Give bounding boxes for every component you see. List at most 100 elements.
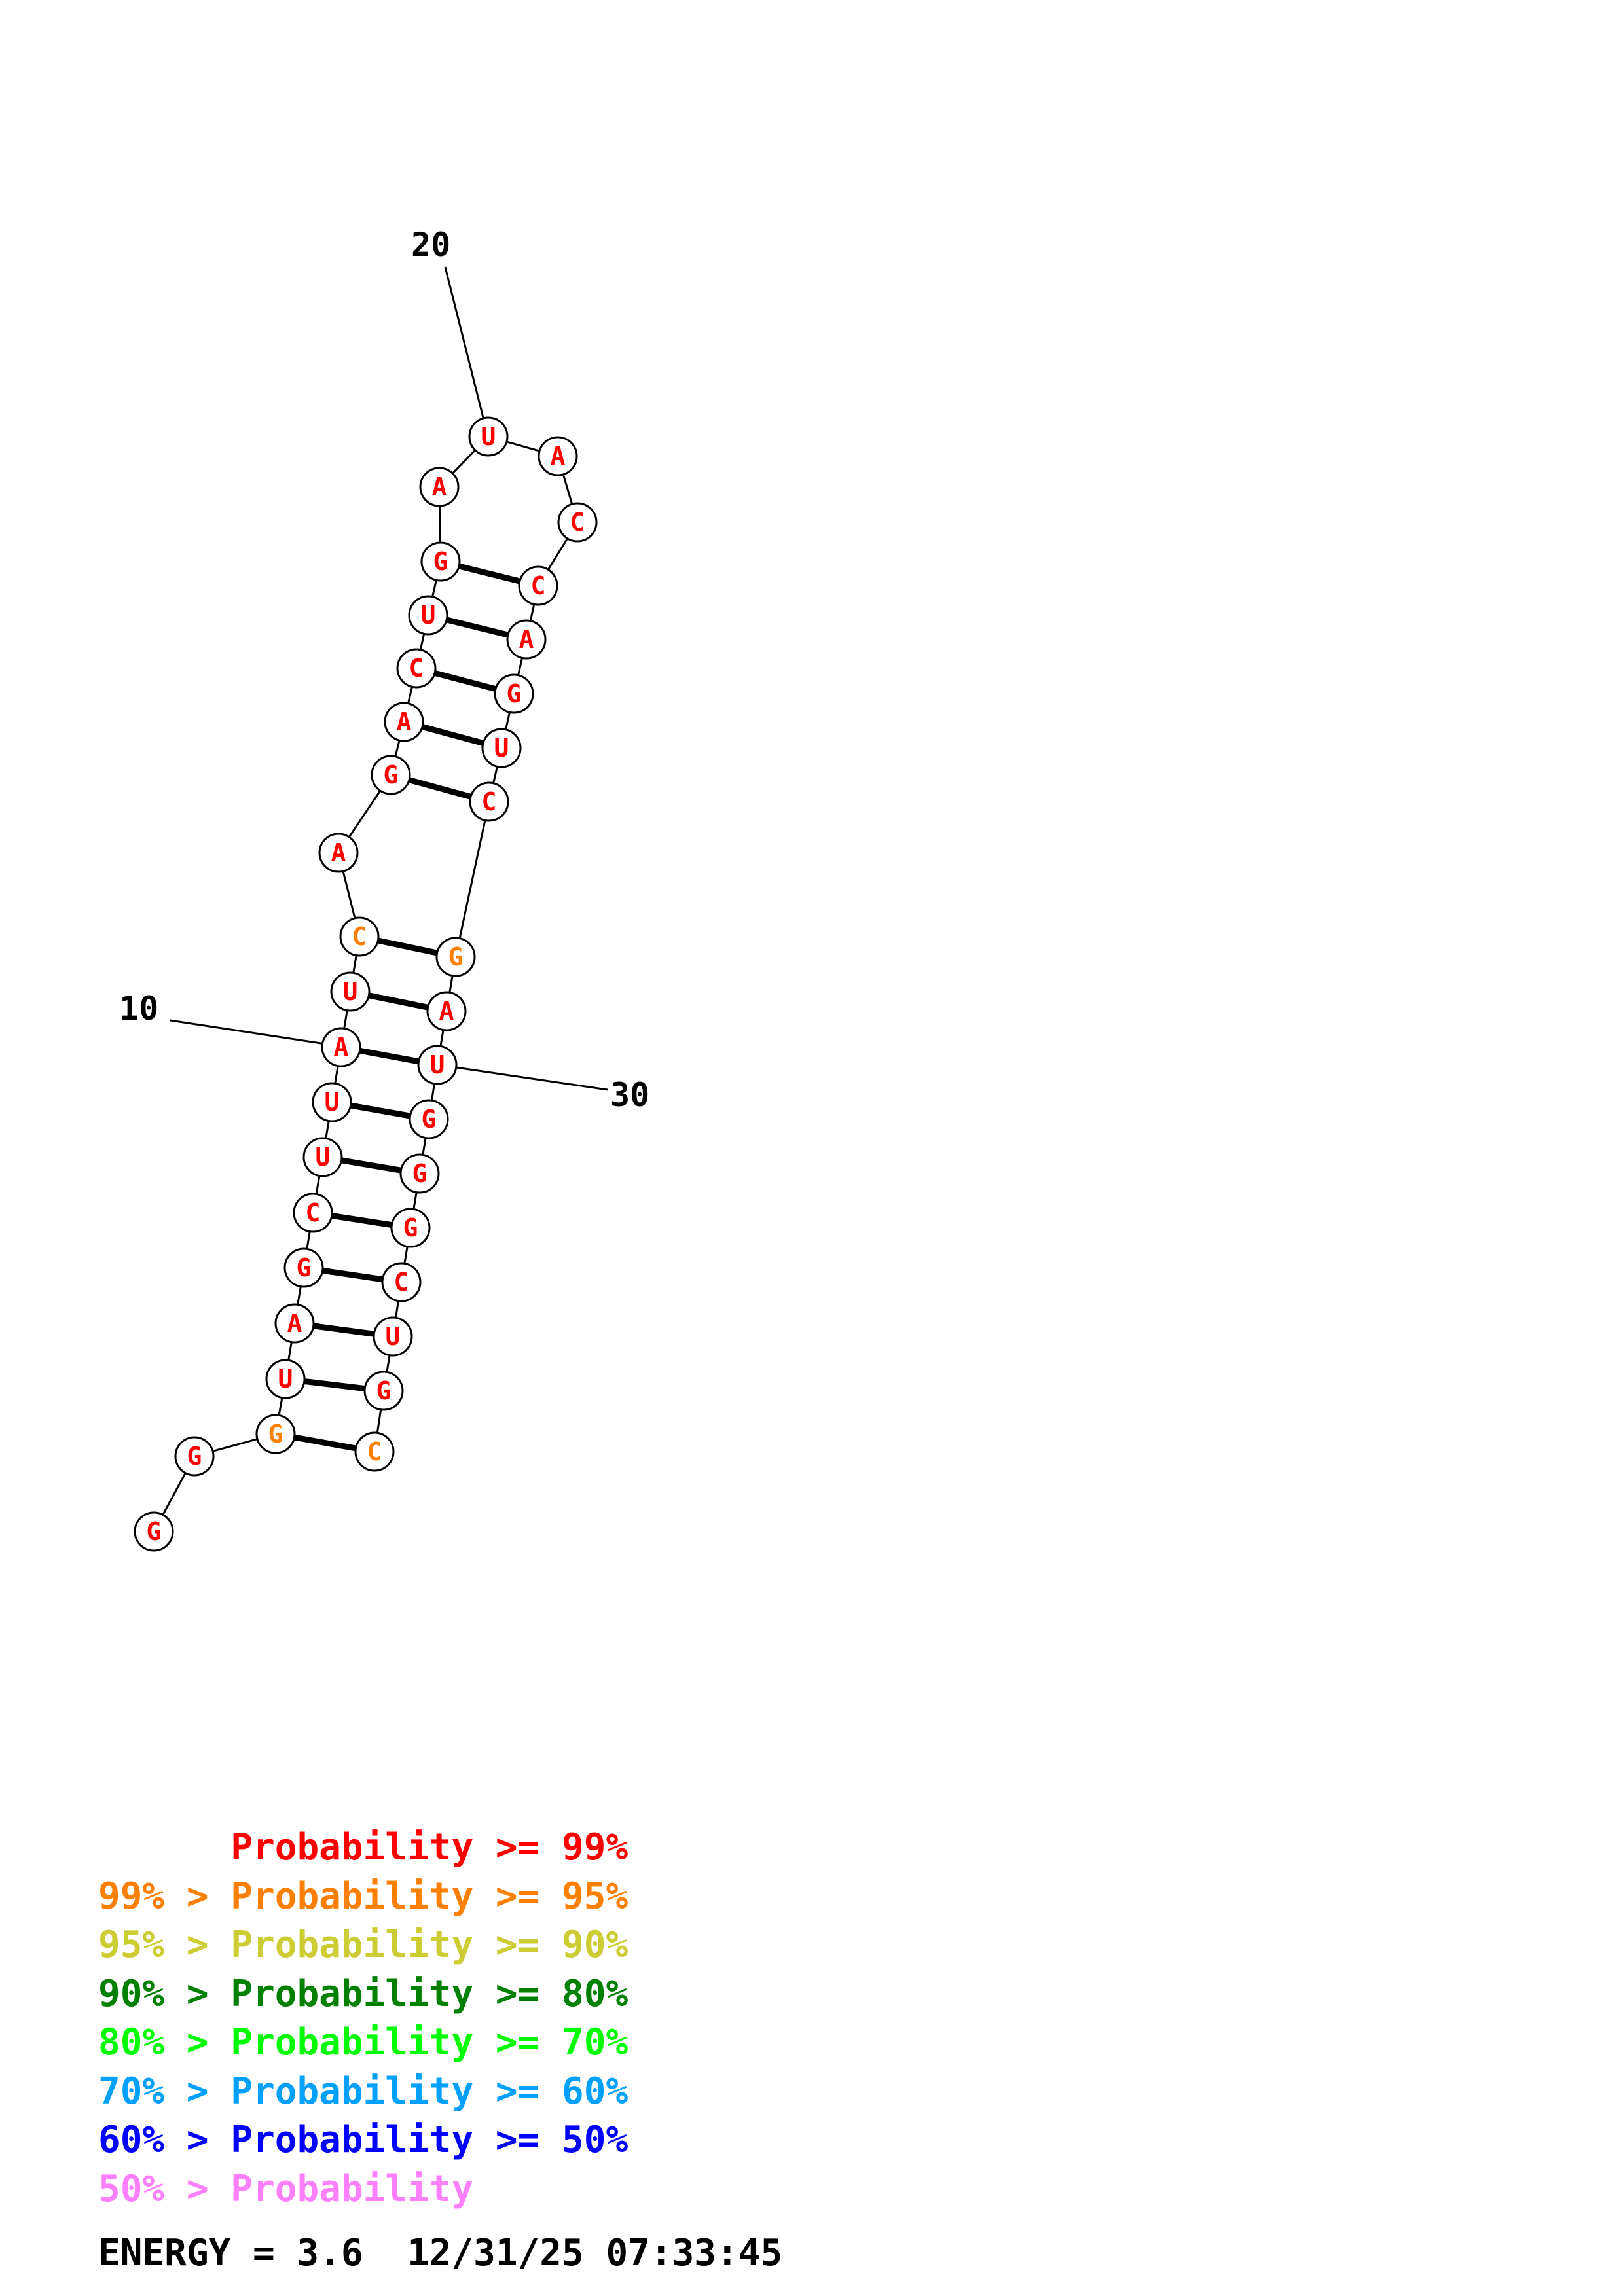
nucleotide-base: G (187, 1442, 202, 1471)
position-tick-30 (451, 1066, 608, 1091)
nucleotide-base: U (278, 1365, 293, 1393)
nucleotide-26: U (481, 728, 522, 768)
nucleotide-base: U (386, 1322, 401, 1351)
nucleotide-13: A (318, 833, 359, 873)
nucleotide-23: C (518, 565, 558, 606)
nucleotide-circle (435, 937, 476, 977)
nucleotide-circle (339, 916, 380, 957)
backbone-segment (454, 801, 490, 958)
legend-row: Probability >= 99% (98, 1829, 628, 1866)
nucleotide-36: G (363, 1371, 404, 1411)
nucleotide-4: U (265, 1359, 306, 1399)
energy-footer: ENERGY = 3.6 12/31/25 07:33:45 (98, 2235, 782, 2272)
nucleotide-circle (469, 781, 509, 822)
legend-text: Probability >= 50% (230, 2119, 629, 2161)
nucleotide-base: C (531, 571, 546, 600)
nucleotide-circle (363, 1371, 404, 1411)
legend-text: Probability >= 99% (230, 1826, 629, 1869)
nucleotide-base: A (551, 442, 566, 471)
nucleotide-22: C (557, 502, 598, 543)
nucleotide-circle (409, 1099, 449, 1139)
nucleotide-32: G (399, 1153, 440, 1194)
nucleotide-circle (481, 728, 522, 768)
nucleotide-circle (494, 673, 534, 714)
nucleotide-33: G (390, 1208, 431, 1248)
nucleotide-circle (417, 1045, 458, 1085)
nucleotide-37: C (354, 1431, 395, 1472)
nucleotide-base: U (343, 977, 358, 1006)
nucleotide-circle (468, 416, 509, 457)
nucleotide-circle (426, 991, 467, 1031)
nucleotide-base: G (297, 1253, 312, 1282)
legend-row: 60% > Probability >= 50% (98, 2122, 628, 2159)
nucleotide-base: G (376, 1376, 392, 1405)
legend-row: 80% > Probability >= 70% (98, 2024, 628, 2061)
nucleotide-base: U (421, 601, 436, 630)
nucleotide-2: G (174, 1436, 215, 1477)
nucleotide-base: G (268, 1420, 283, 1448)
nucleotide-circle (420, 541, 461, 582)
nucleotide-12: C (339, 916, 380, 957)
nucleotide-circle (302, 1137, 343, 1177)
nucleotide-circle (390, 1208, 431, 1248)
nucleotide-base: A (331, 838, 346, 867)
nucleotide-1: G (134, 1511, 174, 1552)
legend-row: 95% > Probability >= 90% (98, 1927, 628, 1964)
nucleotide-base: C (352, 922, 367, 951)
nucleotide-circle (419, 467, 460, 507)
nucleotide-circle (330, 971, 371, 1012)
position-label-20: 20 (411, 226, 450, 264)
nucleotide-base: G (412, 1159, 428, 1188)
nucleotide-base: C (394, 1268, 409, 1297)
nucleotide-circle (538, 436, 578, 476)
nucleotide-circle (174, 1436, 215, 1477)
nucleotide-circle (408, 595, 448, 636)
legend-text: Probability (230, 2167, 474, 2210)
nucleotide-base: G (448, 942, 464, 971)
position-label-30: 30 (610, 1076, 649, 1114)
nucleotide-circle (399, 1153, 440, 1194)
legend-prefix: 90% > (98, 1972, 231, 2015)
nucleotide-base: A (439, 997, 454, 1026)
nucleotide-15: A (384, 702, 424, 742)
legend-prefix: 50% > (98, 2167, 231, 2210)
legend-row: 50% > Probability (98, 2167, 474, 2210)
nucleotide-circle (293, 1193, 333, 1233)
position-tick-10 (170, 1019, 335, 1047)
nucleotide-base: A (519, 625, 534, 654)
nucleotide-9: U (312, 1082, 352, 1122)
legend-text: Probability >= 60% (230, 2070, 629, 2113)
nucleotide-base: C (367, 1437, 382, 1466)
position-label-layer: 10 20 30 (119, 226, 649, 1114)
nucleotide-35: U (373, 1316, 413, 1357)
nucleotide-18: G (420, 541, 461, 582)
nucleotide-base: A (432, 473, 447, 501)
nucleotide-base: U (430, 1050, 445, 1079)
nucleotide-16: C (396, 648, 437, 689)
position-tick-20 (444, 266, 486, 423)
nucleotide-circle (557, 502, 598, 543)
energy-timestamp: 12/31/25 07:33:45 (407, 2232, 783, 2274)
nucleotide-21: A (538, 436, 578, 476)
nucleotide-8: U (302, 1137, 343, 1177)
legend-text: Probability >= 95% (230, 1874, 629, 1918)
nucleotide-29: A (426, 991, 467, 1031)
energy-label: ENERGY = 3.6 (98, 2232, 363, 2274)
nucleotide-circle (371, 755, 411, 795)
legend-row: 70% > Probability >= 60% (98, 2073, 628, 2110)
nucleotide-circle (384, 702, 424, 742)
nucleotide-7: C (293, 1193, 333, 1233)
nucleotide-31: G (409, 1099, 449, 1139)
nucleotide-base: U (325, 1088, 340, 1117)
legend-prefix: 60% > (98, 2119, 231, 2161)
nucleotide-base: G (403, 1213, 418, 1242)
nucleotide-30: U (417, 1045, 458, 1085)
nucleotide-base: A (287, 1309, 302, 1338)
nucleotide-base: C (482, 787, 497, 816)
nucleotide-base: G (147, 1517, 162, 1546)
nucleotide-5: A (274, 1303, 315, 1344)
nucleotide-circle (321, 1027, 361, 1067)
nucleotide-circle (255, 1414, 296, 1454)
nucleotide-10: A (321, 1027, 361, 1067)
legend-prefix: 99% > (98, 1874, 231, 1918)
